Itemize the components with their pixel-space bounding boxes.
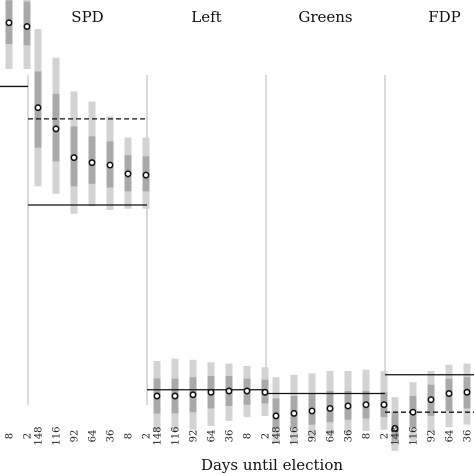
x-tick-label-fdp-36: 36: [463, 430, 474, 443]
x-tick-label-fdp-92: 92: [427, 430, 438, 443]
x-tick-label-greens-2: 2: [380, 433, 391, 439]
estimate-point-spd-92: [70, 154, 78, 162]
estimate-point-u-2: [23, 23, 31, 31]
estimate-point-left-2: [261, 388, 269, 396]
estimate-point-left-148: [153, 392, 161, 400]
x-tick-label-spd-148: 148: [34, 426, 45, 445]
x-tick-label-fdp-64: 64: [445, 430, 456, 443]
x-tick-labels: 8 2 148 116 92 64 36 8 2 148 116 92 64 36 8 2 148 116 92 64…: [5, 426, 474, 445]
x-tick-label-spd-36: 36: [106, 430, 117, 443]
estimate-point-spd-148: [34, 104, 42, 112]
panel-title-spd: SPD: [71, 8, 103, 26]
x-tick-label-u-8: 8: [5, 433, 16, 439]
x-axis-title: Days until election: [201, 456, 343, 474]
estimate-point-spd-36: [106, 161, 114, 169]
estimate-point-u-8: [5, 19, 13, 27]
x-tick-label-greens-36: 36: [344, 430, 355, 443]
estimate-point-left-116: [171, 392, 179, 400]
interval-bars: [5, 0, 471, 451]
x-tick-label-left-116: 116: [171, 426, 182, 445]
estimate-point-greens-8: [362, 401, 370, 409]
x-tick-label-greens-8: 8: [362, 433, 373, 439]
estimate-point-greens-36: [344, 402, 352, 410]
panel-dividers: [27, 75, 386, 405]
x-tick-label-left-2: 2: [261, 433, 272, 439]
estimate-points: [5, 19, 471, 432]
estimate-point-left-36: [225, 387, 233, 395]
panel-titles: USPDLeftGreensFDP: [71, 8, 461, 26]
estimate-point-spd-116: [52, 125, 60, 133]
x-tick-label-spd-64: 64: [88, 430, 99, 443]
estimate-point-left-8: [243, 387, 251, 395]
estimate-point-left-92: [189, 391, 197, 399]
x-tick-label-left-64: 64: [207, 430, 218, 443]
x-tick-label-left-92: 92: [189, 430, 200, 443]
x-tick-label-fdp-148: 148: [391, 426, 402, 445]
estimate-point-greens-116: [290, 409, 298, 417]
x-tick-label-u-2: 2: [23, 433, 34, 439]
x-tick-label-left-148: 148: [153, 426, 164, 445]
x-tick-label-spd-92: 92: [70, 430, 81, 443]
estimate-point-spd-64: [88, 159, 96, 167]
x-tick-label-greens-148: 148: [272, 426, 283, 445]
estimate-point-greens-148: [272, 412, 280, 420]
estimate-point-fdp-116: [409, 408, 417, 416]
x-tick-label-spd-8: 8: [124, 433, 135, 439]
panel-title-fdp: FDP: [428, 8, 461, 26]
estimate-point-fdp-64: [445, 389, 453, 397]
estimate-point-spd-8: [124, 170, 132, 178]
estimate-point-fdp-36: [463, 388, 471, 396]
x-tick-label-fdp-116: 116: [409, 426, 420, 445]
x-tick-label-left-36: 36: [225, 430, 236, 443]
panel-title-greens: Greens: [298, 8, 352, 26]
estimate-point-left-64: [207, 388, 215, 396]
x-tick-label-greens-116: 116: [290, 426, 301, 445]
estimate-point-greens-64: [326, 404, 334, 412]
x-tick-label-left-8: 8: [243, 433, 254, 439]
x-tick-label-greens-92: 92: [308, 430, 319, 443]
estimate-point-greens-2: [380, 401, 388, 409]
x-tick-label-greens-64: 64: [326, 430, 337, 443]
estimate-point-greens-92: [308, 407, 316, 415]
panel-title-left: Left: [191, 8, 221, 26]
estimate-point-fdp-148: [391, 424, 399, 432]
x-tick-label-spd-2: 2: [142, 433, 153, 439]
estimate-point-fdp-92: [427, 396, 435, 404]
x-tick-label-spd-116: 116: [52, 426, 63, 445]
estimate-point-spd-2: [142, 171, 150, 179]
